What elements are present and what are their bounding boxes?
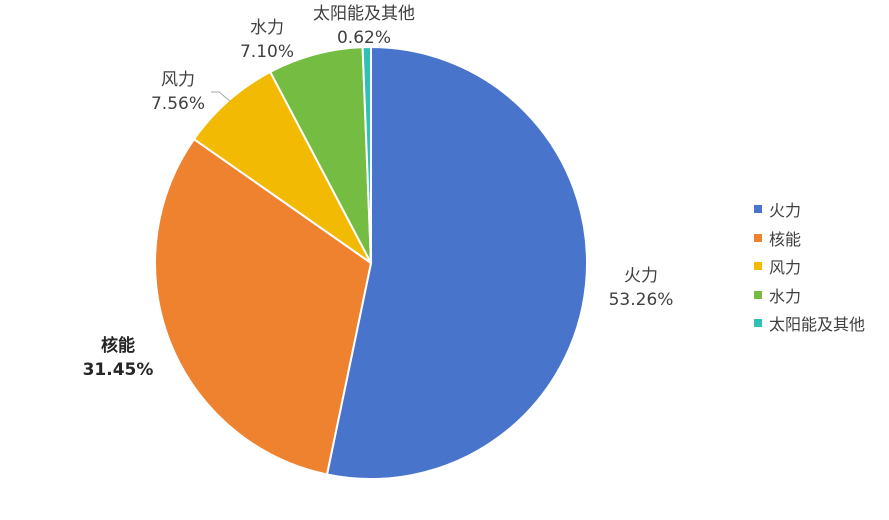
legend-swatch <box>754 290 762 299</box>
data-label-value: 53.26% <box>608 290 674 310</box>
legend-item[interactable]: 风力 <box>754 252 865 281</box>
legend-item[interactable]: 核能 <box>754 224 865 253</box>
data-label-category: 火力 <box>623 266 658 286</box>
data-label-value: 7.10% <box>239 42 295 62</box>
data-label-value: 7.56% <box>150 94 206 114</box>
legend-swatch <box>754 319 762 328</box>
legend-label: 火力 <box>769 201 802 221</box>
legend-item[interactable]: 太阳能及其他 <box>754 309 865 338</box>
legend-label: 核能 <box>769 229 802 249</box>
legend-label: 水力 <box>769 286 802 306</box>
data-label: 火力 53.26% <box>609 264 674 312</box>
data-label-value: 31.45% <box>82 360 154 380</box>
data-label: 核能 31.45% <box>83 334 154 382</box>
data-label: 水力 7.10% <box>240 16 294 64</box>
legend-swatch <box>754 205 762 214</box>
data-label-category: 核能 <box>101 336 135 356</box>
data-label-category: 水力 <box>249 18 284 38</box>
legend-item[interactable]: 水力 <box>754 281 865 310</box>
pie-slice-4 <box>361 45 372 264</box>
pie-slice-1 <box>154 137 373 476</box>
pie-slice-2 <box>192 70 372 264</box>
pie-slice-0 <box>325 45 588 480</box>
legend-swatch <box>754 233 762 242</box>
leader-line <box>211 91 231 102</box>
legend-label: 太阳能及其他 <box>769 315 866 335</box>
data-label: 风力 7.56% <box>151 68 205 116</box>
legend-item[interactable]: 火力 <box>754 195 865 224</box>
legend-label: 风力 <box>769 258 802 278</box>
legend-swatch <box>754 262 762 271</box>
data-label-value: 0.62% <box>336 28 391 48</box>
data-label: 太阳能及其他 0.62% <box>313 2 415 50</box>
data-label-category: 风力 <box>160 70 195 90</box>
legend: 火力核能风力水力太阳能及其他 <box>754 195 865 338</box>
data-label-category: 太阳能及其他 <box>313 4 415 24</box>
